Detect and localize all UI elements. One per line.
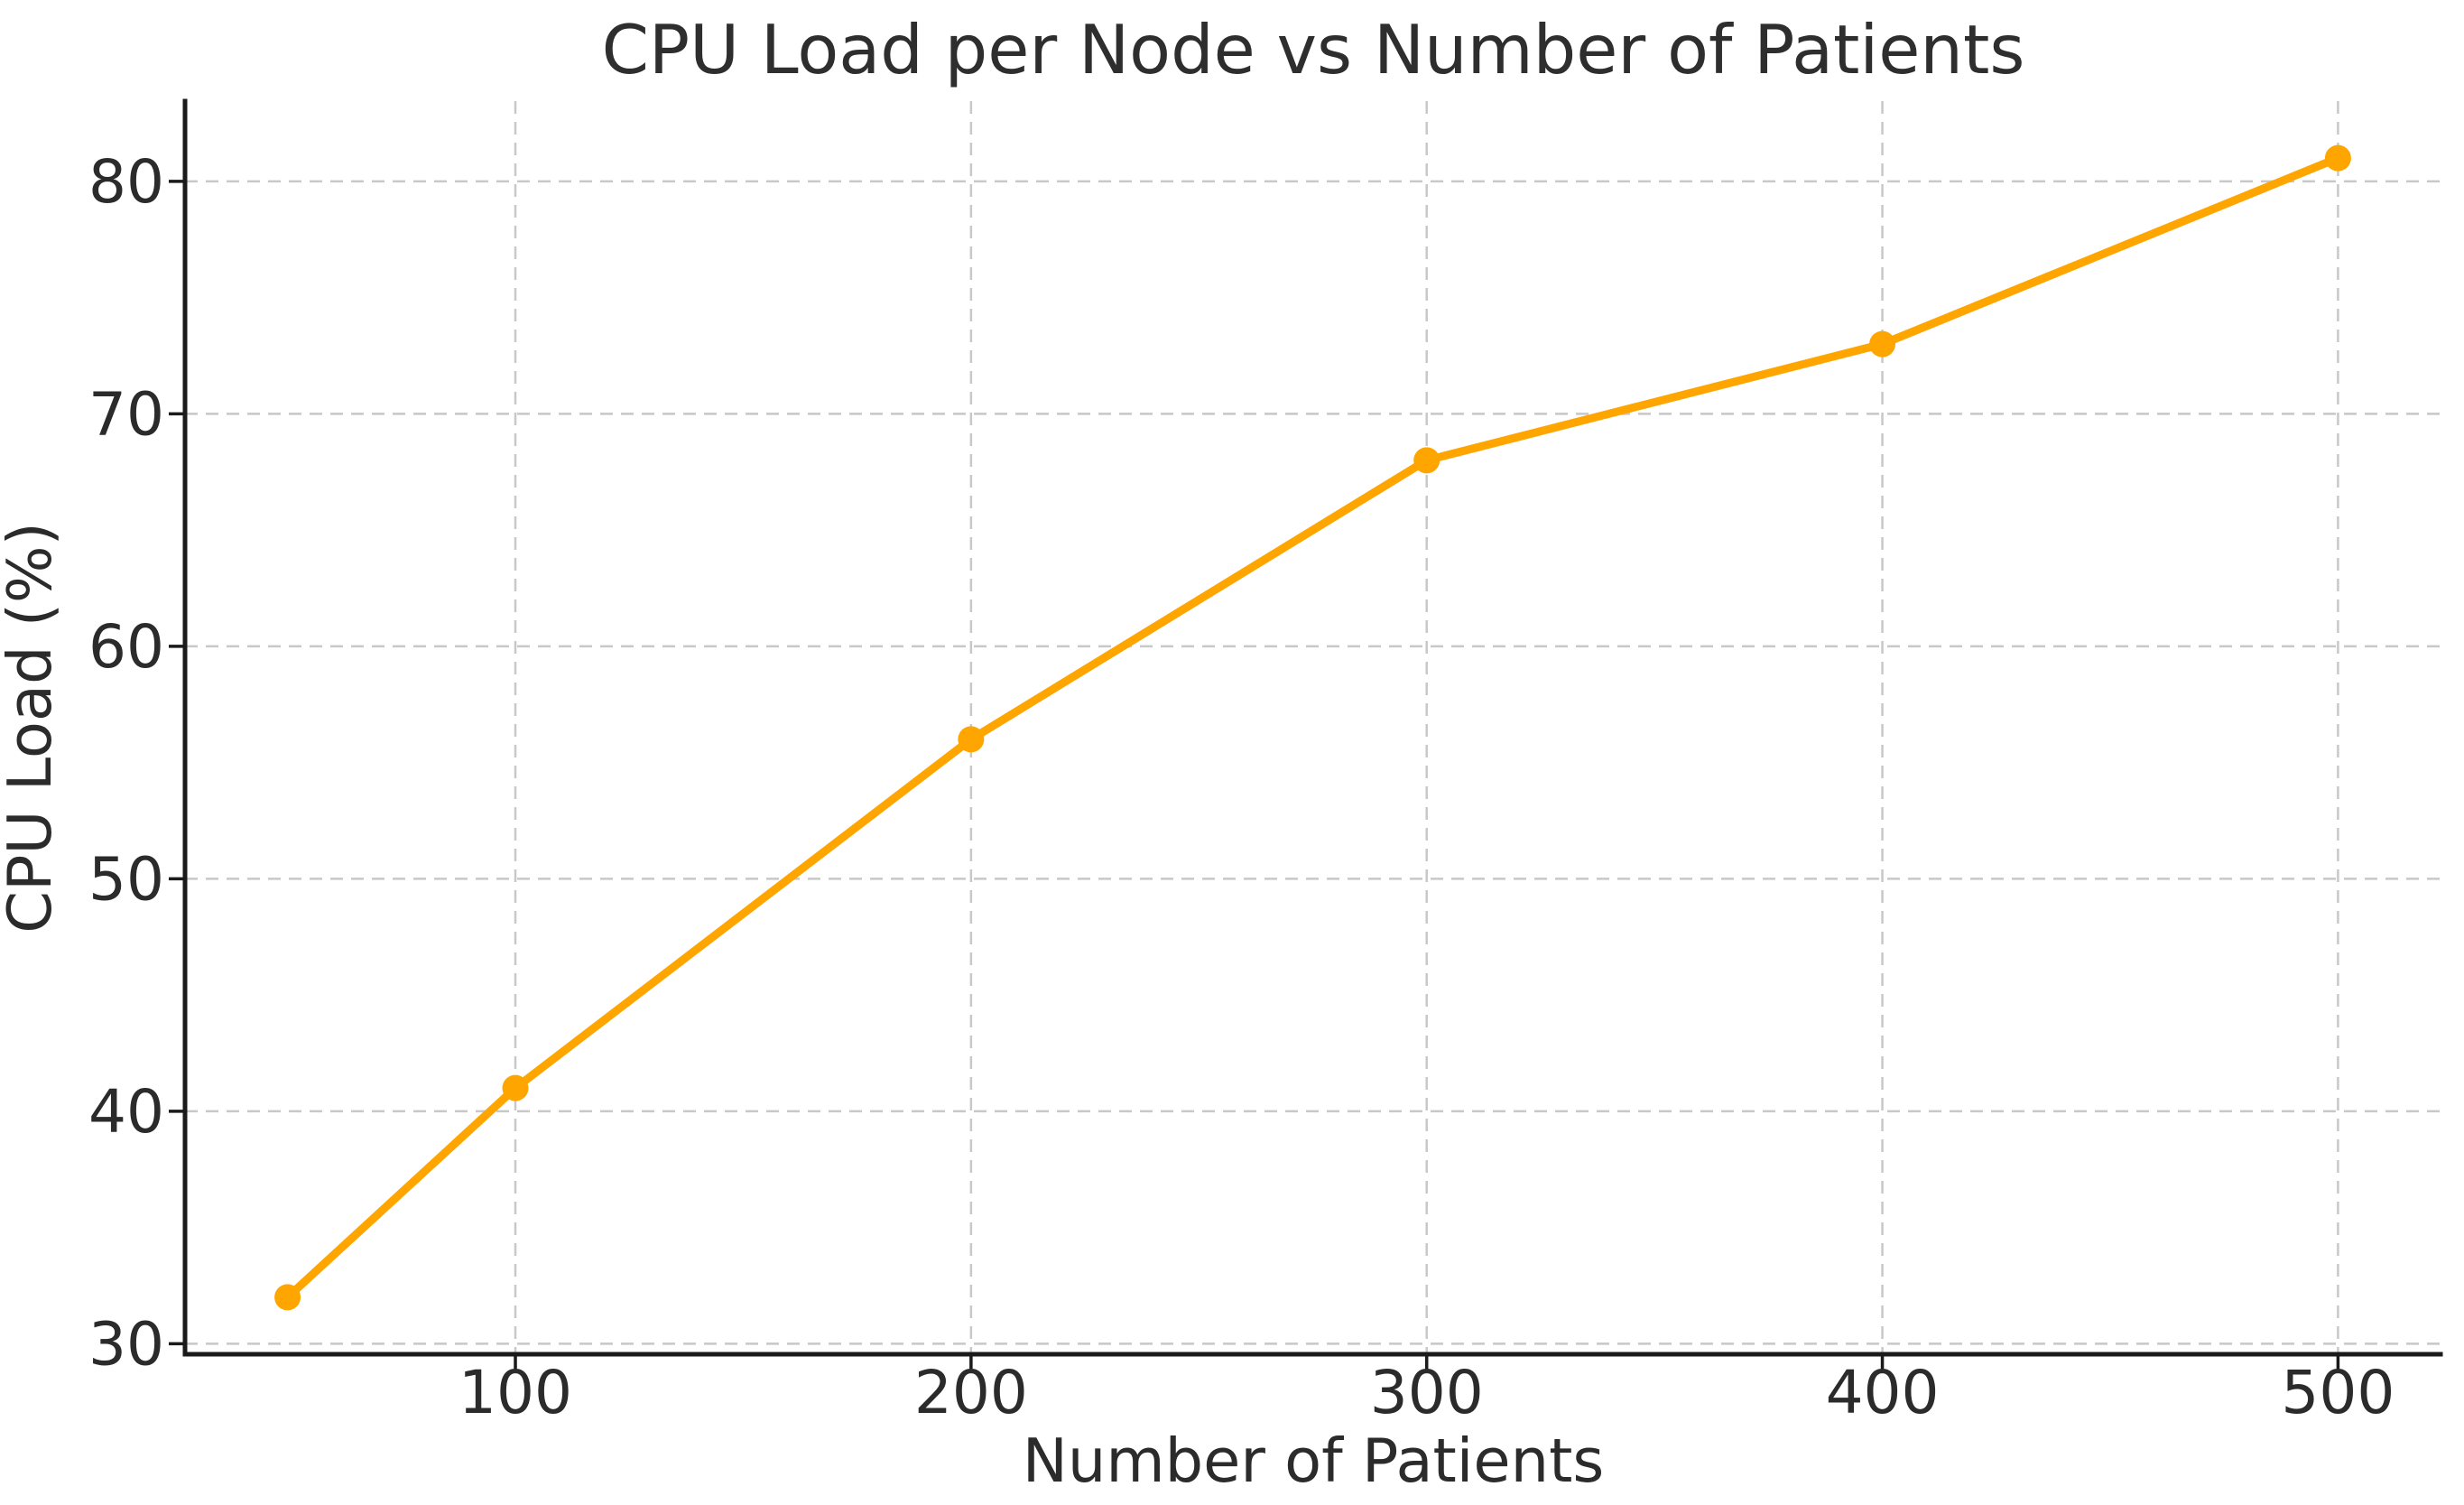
cpu-load-line [283, 153, 2342, 1302]
data-point-x300-y68 [1413, 447, 1440, 474]
data-point-x200-y56 [958, 726, 985, 753]
data-point-x100-y41 [502, 1074, 529, 1101]
x-tick-label-400: 400 [1826, 1358, 1940, 1427]
x-axis-label: Number of Patients [1023, 1426, 1605, 1496]
y-tick-label-40: 40 [88, 1077, 164, 1147]
y-tick-label-60: 60 [88, 612, 164, 682]
y-tick-label-30: 30 [88, 1309, 164, 1379]
tick-marks-and-labels: 100 200 300 400 500 30 40 50 60 70 80 [88, 147, 2395, 1427]
data-point-x500-y81 [2324, 144, 2351, 172]
x-tick-label-500: 500 [2281, 1358, 2395, 1427]
chart-title: CPU Load per Node vs Number of Patients [602, 10, 2025, 89]
grid-layer [185, 101, 2441, 1354]
data-point-x50-y32 [274, 1284, 301, 1311]
x-tick-label-100: 100 [459, 1358, 572, 1427]
y-axis-label: CPU Load (%) [0, 522, 65, 934]
data-series-layer [274, 144, 2351, 1311]
x-tick-label-300: 300 [1370, 1358, 1484, 1427]
y-tick-label-70: 70 [88, 379, 164, 449]
x-tick-label-200: 200 [914, 1358, 1028, 1427]
axes-spines [182, 98, 2443, 1357]
y-tick-label-50: 50 [88, 844, 164, 914]
data-point-x400-y73 [1869, 330, 1896, 358]
y-tick-label-80: 80 [88, 147, 164, 217]
